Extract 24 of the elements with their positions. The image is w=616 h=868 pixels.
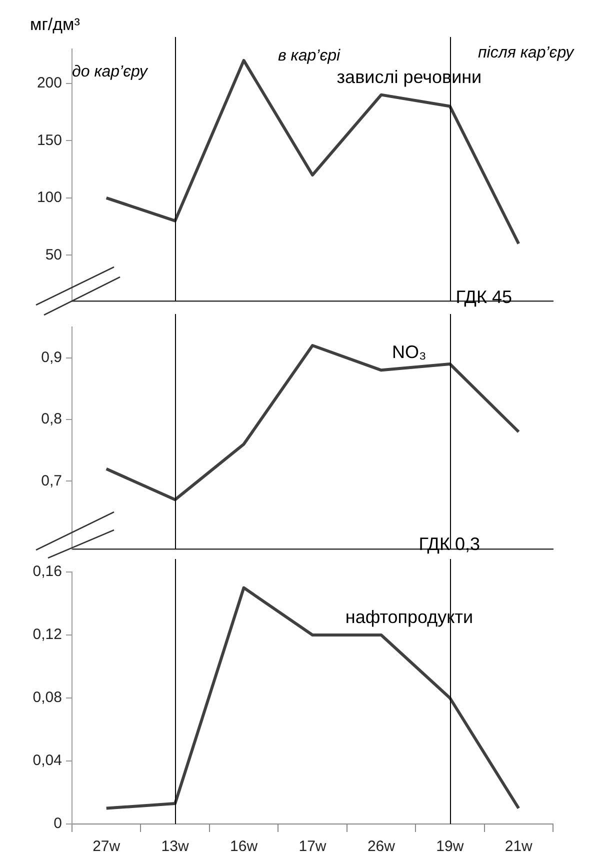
y-tick-label: 0,9: [41, 348, 62, 366]
series-label: NO₃: [392, 342, 426, 362]
y-tick-label: 100: [36, 189, 62, 206]
x-tick-label: 26w: [367, 838, 396, 856]
y-tick-label: 200: [36, 74, 62, 92]
annotation: в кар’єрі: [278, 47, 341, 64]
x-tick-label: 17w: [298, 838, 326, 856]
y-tick-label: 0,8: [41, 410, 62, 428]
y-tick-label: 0,7: [41, 472, 62, 490]
y-tick-label: 50: [45, 246, 62, 264]
y-axis-title: мг/дм³: [30, 15, 80, 34]
x-tick-label: 21w: [504, 838, 533, 856]
x-tick-label: 27w: [92, 838, 120, 856]
x-tick-label: 19w: [436, 838, 464, 856]
y-tick-label: 150: [36, 132, 62, 149]
x-tick-label: 16w: [230, 838, 258, 856]
y-tick-label: 0,12: [32, 626, 62, 644]
y-tick-label: 0,16: [32, 563, 62, 580]
annotation: до кар’єру: [72, 63, 148, 80]
y-tick-label: 0,08: [32, 689, 62, 706]
annotation: після кар’єру: [478, 44, 575, 62]
y-tick-label: 0: [54, 815, 62, 832]
y-tick-label: 0,04: [32, 752, 62, 770]
x-tick-label: 13w: [161, 838, 189, 856]
